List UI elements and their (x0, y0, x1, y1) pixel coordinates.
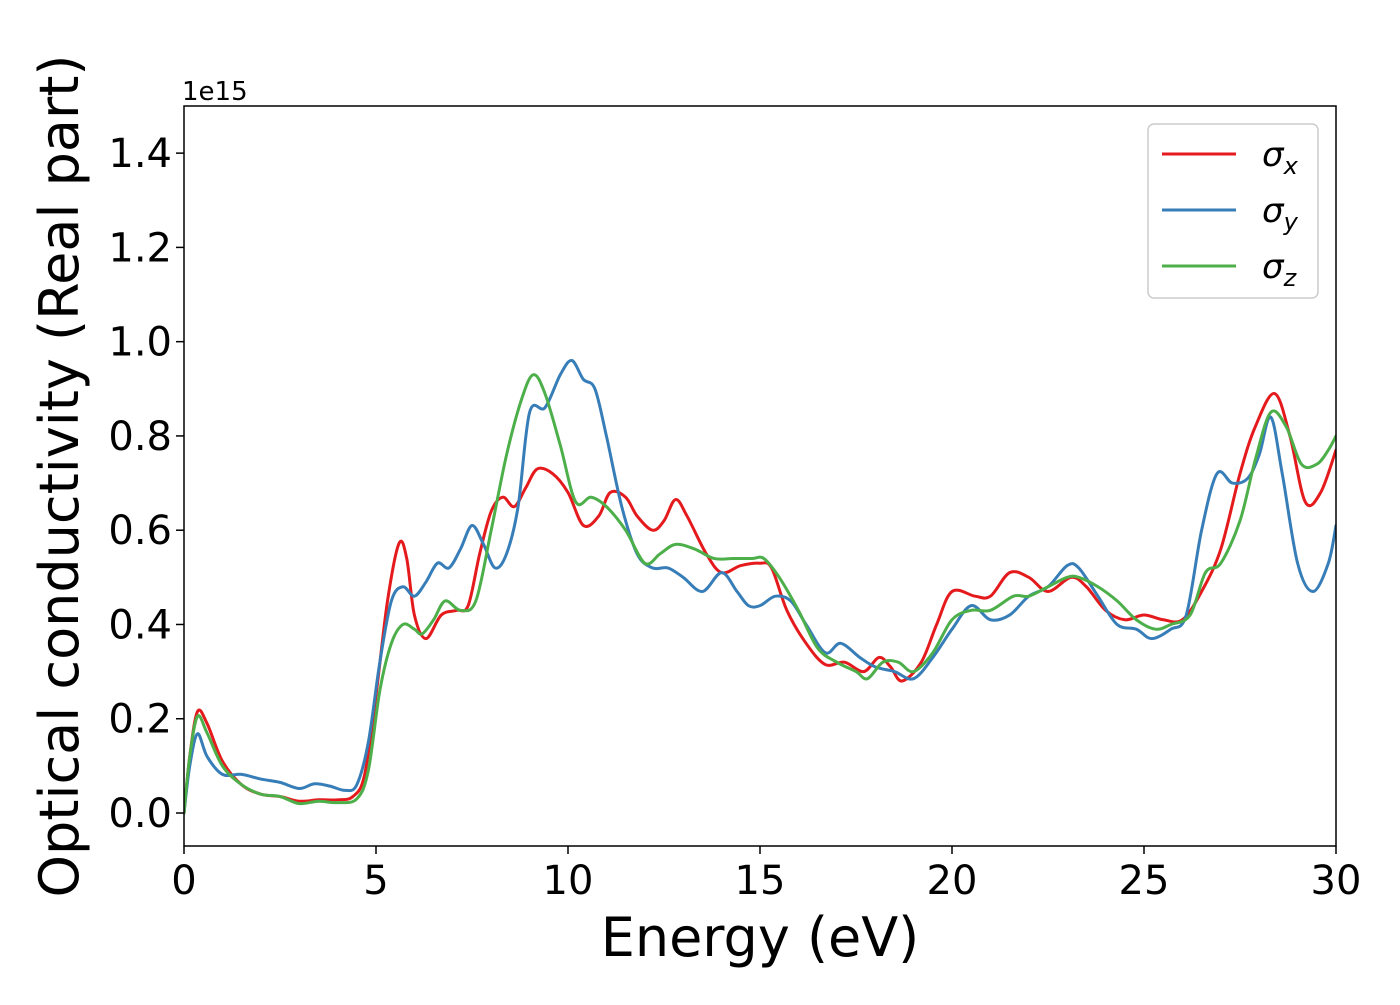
series-line-z (184, 373, 1336, 815)
y-axis: 0.0 0.2 0.4 0.6 0.8 1.0 1.2 1.4 (108, 131, 184, 837)
x-tick-label: 10 (543, 858, 594, 904)
x-axis-title: Energy (eV) (601, 906, 920, 969)
series-layer (184, 359, 1336, 815)
x-tick-label: 30 (1311, 858, 1362, 904)
y-tick-label: 1.2 (108, 225, 172, 271)
y-tick-label: 0.6 (108, 508, 172, 554)
x-tick-label: 0 (171, 858, 196, 904)
x-tick-label: 5 (363, 858, 388, 904)
y-tick-label: 1.0 (108, 320, 172, 366)
y-tick-label: 0.2 (108, 697, 172, 743)
x-tick-label: 15 (735, 858, 786, 904)
y-tick-label: 0.8 (108, 414, 172, 460)
legend-label-y: σy (1262, 191, 1299, 236)
x-tick-label: 20 (927, 858, 978, 904)
y-tick-label: 0.4 (108, 602, 172, 648)
series-line-x (184, 392, 1336, 815)
y-offset-label: 1e15 (182, 77, 248, 107)
legend-label-x: σx (1262, 135, 1299, 180)
y-tick-label: 1.4 (108, 131, 172, 177)
x-axis: 0 5 10 15 20 25 30 (171, 846, 1361, 904)
y-tick-label: 0.0 (108, 791, 172, 837)
series-line-y (184, 359, 1336, 815)
x-tick-label: 25 (1119, 858, 1170, 904)
y-axis-title: Optical conductivity (Real part) (28, 55, 91, 898)
